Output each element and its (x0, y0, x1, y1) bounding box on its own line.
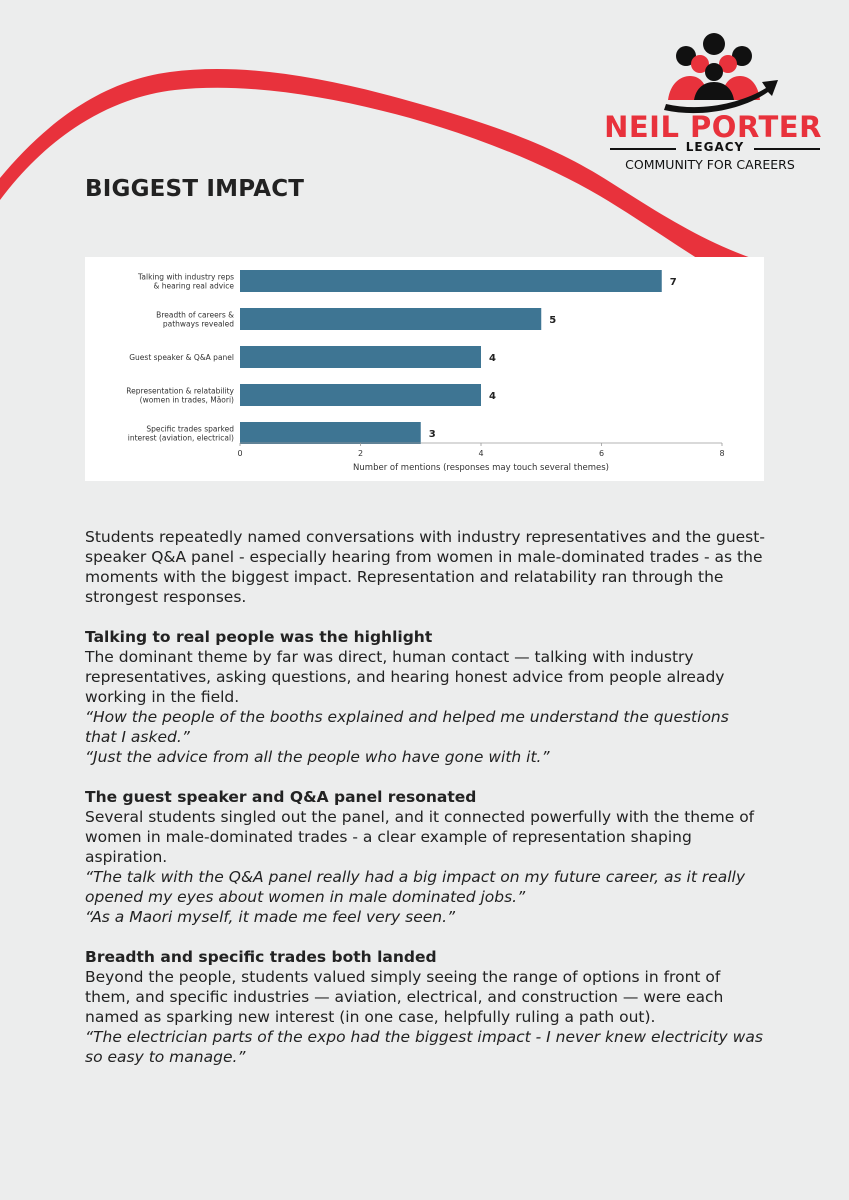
x-tick-label: 0 (237, 449, 242, 458)
quote: “The talk with the Q&A panel really had … (85, 868, 746, 906)
body-text: Students repeatedly named conversations … (85, 527, 765, 1067)
section-heading: Talking to real people was the highlight (85, 628, 433, 646)
section-text: The dominant theme by far was direct, hu… (85, 648, 725, 706)
category-label: (women in trades, Māori) (140, 396, 234, 405)
bar (240, 346, 481, 368)
section-guest-speaker: The guest speaker and Q&A panel resonate… (85, 787, 765, 927)
bar-value-label: 3 (429, 429, 436, 440)
section-real-people: Talking to real people was the highlight… (85, 627, 765, 767)
bar (240, 384, 481, 406)
section-heading: The guest speaker and Q&A panel resonate… (85, 788, 477, 806)
category-label: Talking with industry reps (137, 273, 234, 282)
quote: “Just the advice from all the people who… (85, 748, 550, 766)
section-breadth-trades: Breadth and specific trades both landed … (85, 947, 765, 1067)
header-wave-band (0, 68, 764, 300)
bar-value-label: 5 (549, 315, 556, 326)
x-tick-label: 6 (599, 449, 604, 458)
quote: “As a Maori myself, it made me feel very… (85, 908, 456, 926)
category-label: pathways revealed (163, 320, 234, 329)
brand-rule-left (610, 148, 676, 150)
section-text: Several students singled out the panel, … (85, 808, 755, 866)
bar (240, 270, 662, 292)
brand-rule-right (754, 148, 820, 150)
bar (240, 308, 542, 330)
bar-value-label: 4 (489, 391, 496, 402)
category-label: & hearing real advice (154, 282, 235, 291)
impact-bar-chart: 7 Talking with industry reps& hearing rea… (126, 270, 725, 473)
quote: “How the people of the booths explained … (85, 708, 729, 746)
category-label: Representation & relatability (126, 387, 234, 396)
category-label: Specific trades sparked (146, 425, 234, 434)
x-tick-label: 4 (478, 449, 483, 458)
category-label: Breadth of careers & (156, 311, 234, 320)
impact-chart-card: 7 Talking with industry reps & hearing rea… (85, 257, 764, 481)
x-tick-label: 8 (719, 449, 724, 458)
section-heading: Breadth and specific trades both landed (85, 948, 437, 966)
brand-tagline: COMMUNITY FOR CAREERS (625, 157, 795, 172)
bar-value-label: 4 (489, 353, 496, 364)
brand-logo-icon (664, 33, 778, 114)
brand-name: NEIL PORTER (604, 110, 822, 144)
quote: “The electrician parts of the expo had t… (85, 1028, 763, 1066)
intro-paragraph: Students repeatedly named conversations … (85, 528, 765, 606)
bar (240, 422, 421, 444)
brand-legacy: LEGACY (685, 140, 745, 154)
x-tick-label: 2 (358, 449, 363, 458)
brand-legacy-row: LEGACY (610, 140, 820, 156)
x-axis-label: Number of mentions (responses may touch … (353, 463, 609, 473)
page-title: BIGGEST IMPACT (85, 176, 305, 202)
section-text: Beyond the people, students valued simpl… (85, 968, 724, 1026)
category-label: Guest speaker & Q&A panel (129, 353, 234, 362)
bar-value-label: 7 (670, 277, 677, 288)
category-label: interest (aviation, electrical) (128, 434, 234, 443)
